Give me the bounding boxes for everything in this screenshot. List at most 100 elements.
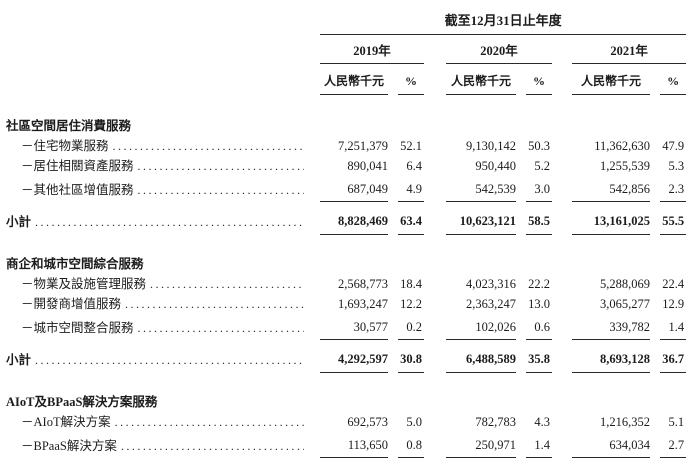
value-cell: 10,623,121: [446, 201, 516, 235]
row-label: －城市空間整合服務: [21, 320, 134, 335]
dot-leader: [121, 439, 304, 454]
table-row: －城市空間整合服務 30,577 0.2 102,026 0.6 339,782…: [0, 312, 686, 340]
percent-cell: 2.3: [660, 174, 686, 202]
percent-cell: 6.4: [406, 159, 422, 173]
percent-cell: 2.7: [660, 430, 686, 458]
dot-leader: [138, 159, 304, 174]
section-header-label: 社區空間居住消費服務: [6, 119, 132, 133]
value-cell: 1,693,247: [338, 297, 388, 311]
value-cell: 13,161,025: [572, 201, 650, 235]
row-label: －BPaaS解決方案: [21, 438, 117, 453]
value-cell: 2,568,773: [338, 277, 388, 291]
value-cell: 7,251,379: [338, 139, 388, 153]
value-cell: 806,223: [320, 457, 388, 459]
value-cell: 4,023,316: [466, 277, 516, 291]
value-cell: 250,971: [446, 430, 516, 458]
percent-cell: 5.1: [668, 415, 685, 429]
value-cell: 1,850,386: [572, 457, 650, 459]
column-header-row: 人民幣千元 % 人民幣千元 % 人民幣千元 %: [0, 63, 686, 95]
percent-cell: 35.8: [526, 339, 552, 373]
value-cell: 113,650: [320, 430, 388, 458]
percent-cell: 0.8: [398, 430, 424, 458]
percent-cell: 12.2: [400, 297, 422, 311]
year-2019-header: 2019年: [320, 34, 424, 64]
section-header-row: 社區空間居住消費服務: [0, 114, 686, 134]
section-header-label: 商企和城市空間綜合服務: [6, 257, 144, 271]
row-label: －居住相關資產服務: [21, 159, 134, 173]
revenue-breakdown-table: 截至12月31日止年度 2019年 2020年 2021年 人民幣千元 % 人民…: [0, 4, 686, 459]
row-label: －AIoT解決方案: [21, 415, 111, 429]
percent-cell: 58.5: [526, 201, 552, 235]
percent-cell: 18.4: [400, 277, 422, 291]
percent-cell: 36.7: [660, 339, 686, 373]
value-cell: 1,255,539: [600, 159, 650, 173]
table-row: －其他社區增值服務 687,049 4.9 542,539 3.0 542,85…: [0, 174, 686, 202]
percent-cell: 5.3: [668, 159, 685, 173]
row-label: －其他社區增值服務: [21, 182, 134, 197]
table-row: －BPaaS解決方案 113,650 0.8 250,971 1.4 634,0…: [0, 430, 686, 458]
section-header-row: AIoT及BPaaS解決方案服務: [0, 390, 686, 410]
subtotal-row: 小計 8,828,469 63.4 10,623,121 58.5 13,161…: [0, 201, 686, 235]
dot-leader: [113, 139, 304, 154]
value-cell: 634,034: [572, 430, 650, 458]
percent-cell: 0.6: [526, 312, 552, 340]
percent-cell: 4.9: [398, 174, 424, 202]
value-cell: 542,539: [446, 174, 516, 202]
value-cell: 339,782: [572, 312, 650, 340]
subtotal-label: 小計: [6, 352, 32, 367]
percent-cell: 30.8: [398, 339, 424, 373]
table-row: －開發商增值服務 1,693,247 12.2 2,363,247 13.0 3…: [0, 292, 686, 312]
percent-cell: 5.7: [526, 457, 552, 459]
percent-header: %: [526, 63, 552, 95]
value-cell: 1,033,754: [446, 457, 516, 459]
percent-cell: 22.2: [528, 277, 550, 291]
percent-cell: 63.4: [398, 201, 424, 235]
value-cell: 782,783: [475, 415, 516, 429]
percent-cell: 50.3: [528, 139, 550, 153]
percent-cell: 22.4: [662, 277, 685, 291]
subtotal-row: 小計 806,223 5.8 1,033,754 5.7 1,850,386 7…: [0, 457, 686, 459]
percent-cell: 0.2: [398, 312, 424, 340]
percent-cell: 55.5: [660, 201, 686, 235]
percent-cell: 7.8: [660, 457, 686, 459]
percent-cell: 47.9: [662, 139, 685, 153]
subtotal-label: 小計: [6, 214, 32, 229]
dot-leader: [115, 415, 304, 430]
value-cell: 8,693,128: [572, 339, 650, 373]
value-cell: 6,488,589: [446, 339, 516, 373]
value-cell: 687,049: [320, 174, 388, 202]
percent-header: %: [398, 63, 424, 95]
value-cell: 542,856: [572, 174, 650, 202]
dot-leader: [138, 183, 304, 198]
value-cell: 890,041: [347, 159, 388, 173]
subtotal-row: 小計 4,292,597 30.8 6,488,589 35.8 8,693,1…: [0, 339, 686, 373]
percent-cell: 4.3: [534, 415, 550, 429]
section-header-row: 商企和城市空間綜合服務: [0, 252, 686, 272]
value-cell: 9,130,142: [466, 139, 516, 153]
percent-cell: 13.0: [528, 297, 550, 311]
value-cell: 4,292,597: [320, 339, 388, 373]
percent-cell: 52.1: [400, 139, 422, 153]
value-cell: 3,065,277: [600, 297, 650, 311]
year-2021-header: 2021年: [572, 34, 686, 64]
value-cell: 30,577: [320, 312, 388, 340]
table-row: －物業及設施管理服務 2,568,773 18.4 4,023,316 22.2…: [0, 272, 686, 292]
percent-cell: 3.0: [526, 174, 552, 202]
amount-unit-header: 人民幣千元: [320, 63, 388, 95]
row-label: －物業及設施管理服務: [21, 277, 147, 291]
value-cell: 11,362,630: [594, 139, 650, 153]
amount-unit-header: 人民幣千元: [572, 63, 650, 95]
value-cell: 5,288,069: [600, 277, 650, 291]
value-cell: 950,440: [475, 159, 516, 173]
period-title: 截至12月31日止年度: [320, 4, 686, 35]
table-title-row: 截至12月31日止年度: [0, 4, 686, 35]
table-row: －居住相關資產服務 890,041 6.4 950,440 5.2 1,255,…: [0, 154, 686, 174]
row-label: －開發商增值服務: [21, 297, 122, 311]
table-row: －AIoT解決方案 692,573 5.0 782,783 4.3 1,216,…: [0, 410, 686, 430]
year-header-row: 2019年 2020年 2021年: [0, 34, 686, 64]
dot-leader: [125, 297, 304, 312]
dot-leader: [150, 277, 304, 292]
value-cell: 102,026: [446, 312, 516, 340]
table-row: －住宅物業服務 7,251,379 52.1 9,130,142 50.3 11…: [0, 134, 686, 154]
